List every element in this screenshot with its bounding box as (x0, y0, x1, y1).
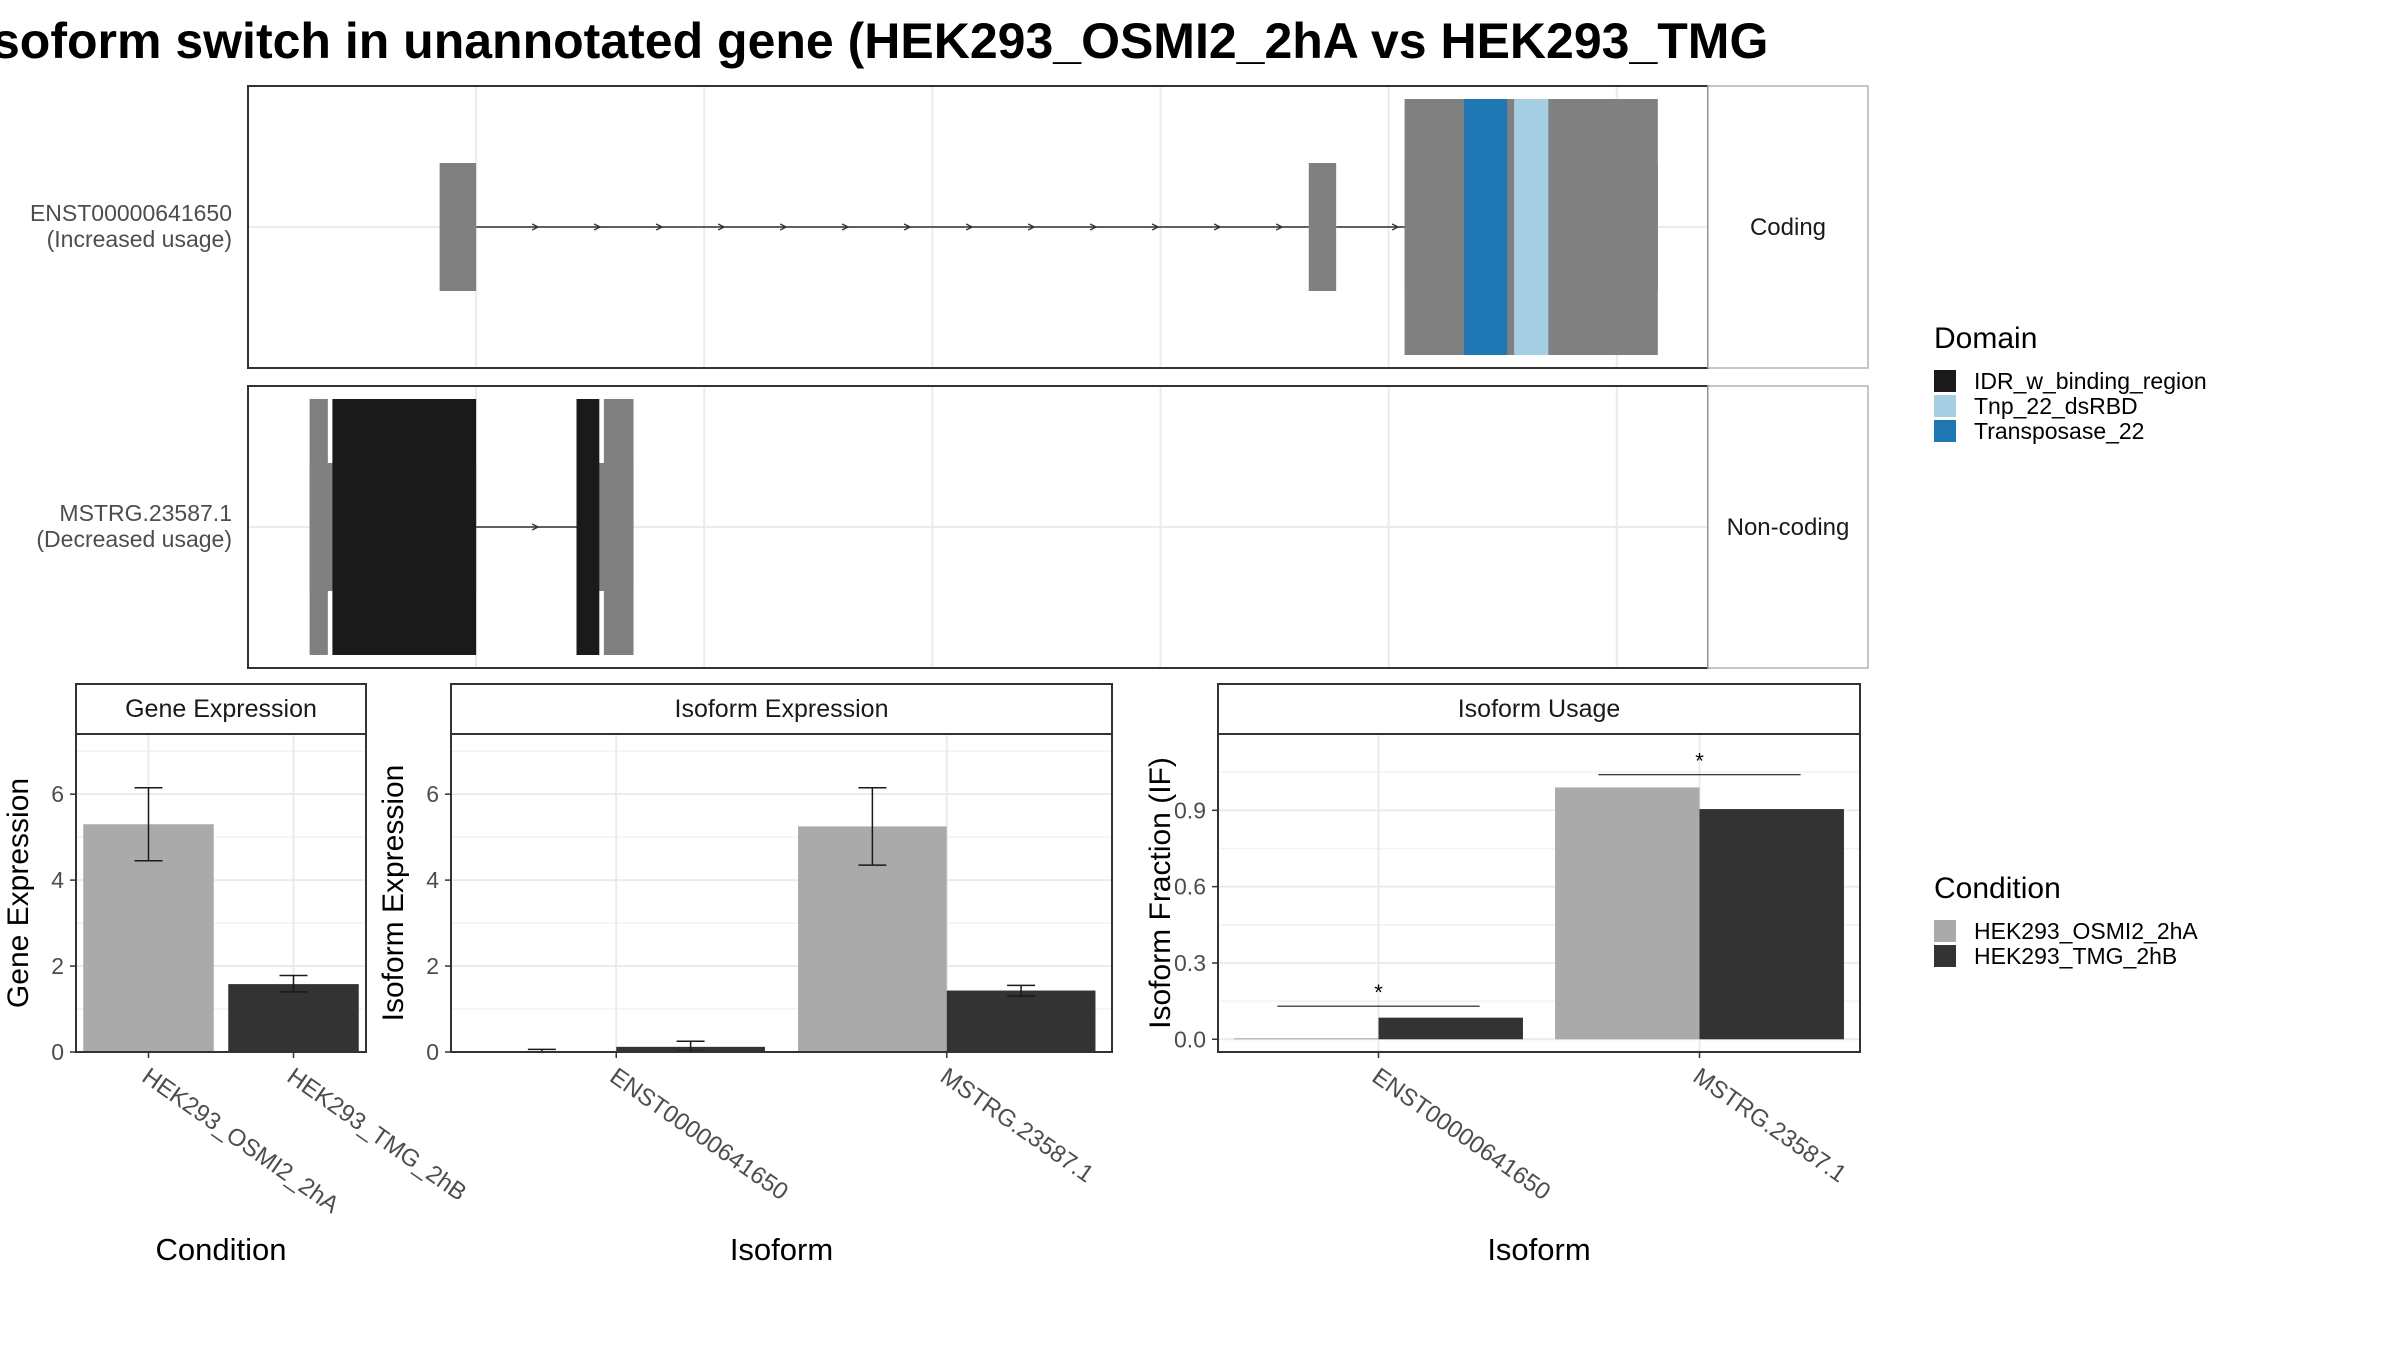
legend-swatch (1934, 420, 1956, 442)
intron-arrow (1027, 223, 1036, 231)
panel-title: Gene Expression (125, 695, 317, 723)
legend-swatch (1934, 945, 1956, 967)
bar (228, 984, 359, 1052)
y-axis-title: Isoform Fraction (IF) (1144, 757, 1177, 1029)
bar-panel: 0.0 0.3 0.6 0.9 * * Isoform Usage ENST000006416… (1144, 683, 1861, 1267)
panel-strip (1217, 683, 1861, 735)
intron-arrow (1213, 223, 1222, 231)
bar (1378, 1017, 1523, 1040)
legend-swatch (1934, 395, 1956, 417)
significance-star: * (1695, 749, 1704, 774)
y-tick-label: 6 (426, 781, 439, 807)
transcript-usage-label: (Increased usage) (47, 226, 232, 252)
intron-arrow (531, 523, 540, 531)
intron-arrow (655, 223, 664, 231)
intron-arrow (531, 223, 540, 231)
transcript-label: MSTRG.23587.1 (59, 500, 232, 526)
intron-arrow (1151, 223, 1160, 231)
y-tick-label: 0 (426, 1039, 439, 1065)
y-tick-label: 0.6 (1174, 874, 1206, 900)
panel-strip (75, 683, 367, 735)
facet-strip (1707, 385, 1869, 669)
significance-star: * (1374, 980, 1383, 1005)
y-tick-label: 6 (51, 781, 64, 807)
x-tick-label: MSTRG.23587.1 (935, 1063, 1098, 1188)
bar (946, 990, 1096, 1052)
x-axis-title: Condition (156, 1232, 287, 1267)
bar (1234, 1038, 1379, 1040)
intron-arrow (903, 223, 912, 231)
intron-arrow (841, 223, 850, 231)
exon-utr (1308, 163, 1337, 291)
y-tick-label: 0 (51, 1039, 64, 1065)
legend-swatch (1934, 920, 1956, 942)
intron-arrow (1391, 223, 1400, 231)
bar (1699, 809, 1844, 1040)
x-tick-label: ENST00000641650 (605, 1063, 793, 1206)
bar (1555, 787, 1700, 1040)
legend-title: Condition (1934, 872, 2061, 905)
legend-label: HEK293_TMG_2hB (1974, 943, 2177, 969)
y-axis-title: Gene Expression (2, 778, 35, 1008)
legend-title: Domain (1934, 322, 2037, 355)
y-tick-label: 2 (51, 953, 64, 979)
intron-arrow (1275, 223, 1284, 231)
intron-arrow (1089, 223, 1098, 231)
panel-title: Isoform Usage (1458, 695, 1621, 723)
legends: Domain IDR_w_binding_regionTnp_22_dsRBDTr… (1934, 322, 2207, 969)
legend-label: Transposase_22 (1974, 418, 2144, 444)
exon-coding (603, 399, 634, 655)
legend-label: Tnp_22_dsRBD (1974, 393, 2138, 419)
transcript-label: ENST00000641650 (30, 200, 232, 226)
transcript-track: Non-coding MSTRG.23587.1(Decreased usage) (36, 385, 1869, 669)
y-tick-label: 0.0 (1174, 1026, 1206, 1052)
y-tick-label: 0.9 (1174, 797, 1206, 823)
transcript-structure-panel: Coding ENST00000641650(Increased usage) No… (30, 85, 1869, 669)
legend-swatch (1934, 370, 1956, 392)
intron-arrow (779, 223, 788, 231)
panel-title: Isoform Expression (675, 695, 889, 723)
legend-label: IDR_w_binding_region (1974, 368, 2207, 394)
y-tick-label: 0.3 (1174, 950, 1206, 976)
bar-panel: 0 2 4 6 Isoform Expression ENST00000641650 MST… (377, 683, 1113, 1267)
y-tick-label: 4 (426, 867, 439, 893)
protein-domain (576, 399, 600, 655)
facet-label: Coding (1750, 214, 1826, 241)
intron-arrow (717, 223, 726, 231)
x-axis-title: Isoform (730, 1232, 833, 1267)
exon-utr (439, 163, 477, 291)
transcript-track: Coding ENST00000641650(Increased usage) (30, 85, 1869, 369)
panel-strip (450, 683, 1113, 735)
x-tick-label: ENST00000641650 (1367, 1063, 1555, 1206)
protein-domain (332, 399, 477, 655)
protein-domain (1514, 99, 1549, 355)
facet-strip (1707, 85, 1869, 369)
legend-label: HEK293_OSMI2_2hA (1974, 918, 2198, 944)
bar (83, 824, 214, 1052)
facet-label: Non-coding (1727, 514, 1850, 541)
figure-title: soform switch in unannotated gene (HEK29… (0, 13, 1768, 69)
intron-arrow (593, 223, 602, 231)
intron-arrow (965, 223, 974, 231)
protein-domain (1463, 99, 1508, 355)
exon-coding (309, 399, 328, 655)
legend-domain: Domain IDR_w_binding_regionTnp_22_dsRBDTr… (1934, 322, 2207, 444)
y-tick-label: 2 (426, 953, 439, 979)
x-tick-label: MSTRG.23587.1 (1688, 1063, 1851, 1188)
transcript-usage-label: (Decreased usage) (36, 526, 232, 552)
y-axis-title: Isoform Expression (377, 765, 410, 1022)
y-tick-label: 4 (51, 867, 64, 893)
x-axis-title: Isoform (1487, 1232, 1590, 1267)
